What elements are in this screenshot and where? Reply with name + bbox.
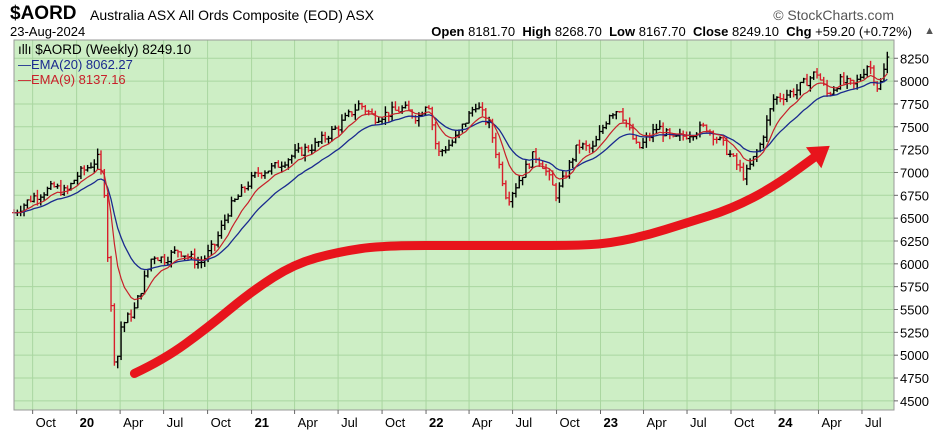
x-tick-label: Jul <box>167 415 184 430</box>
y-tick-label: 7000 <box>900 165 929 180</box>
ticker-symbol: $AORD <box>10 3 77 24</box>
x-tick-label: Apr <box>298 415 319 430</box>
ohlc-legend-icon: ıllı <box>18 42 36 57</box>
x-tick-label: Oct <box>211 415 232 430</box>
x-tick-label: Apr <box>647 415 668 430</box>
x-tick-label: Jul <box>865 415 882 430</box>
x-tick-label: Oct <box>36 415 57 430</box>
x-tick-label: Oct <box>560 415 581 430</box>
high-label: High <box>522 24 552 39</box>
y-axis-ticks: 4500 4750 5000 5250 5500 5750 6000 6250 6500 6750… <box>894 51 929 409</box>
close-value: 8249.10 <box>732 24 779 39</box>
x-tick-label: Jul <box>341 415 358 430</box>
ohlc-bars <box>12 51 890 369</box>
plot-area <box>14 40 894 410</box>
x-tick-label: Apr <box>123 415 144 430</box>
open-label: Open <box>431 24 465 39</box>
y-tick-label: 5750 <box>900 280 929 295</box>
chart-date: 23-Aug-2024 <box>10 24 86 39</box>
close-label: Close <box>692 24 729 39</box>
expand-triangle-icon[interactable]: ▲ <box>924 25 935 37</box>
plot-border <box>13 39 895 411</box>
chg-value: +59.20 (+0.72%) <box>815 24 912 39</box>
y-tick-label: 6250 <box>900 234 929 249</box>
x-tick-label: 21 <box>255 415 269 430</box>
y-tick-label: 6000 <box>900 257 929 272</box>
low-value: 8167.70 <box>638 24 686 39</box>
y-tick-label: 8250 <box>900 51 929 66</box>
ohlc-summary: Open 8181.70 High 8268.70 Low 8167.70 Cl… <box>431 24 912 39</box>
x-tick-label: Jul <box>516 415 533 430</box>
stockcharts-brand[interactable]: © StockCharts.com <box>773 7 894 23</box>
legend-ema9: —EMA(9) 8137.16 <box>18 72 126 87</box>
x-tick-label: Apr <box>821 415 842 430</box>
y-tick-label: 5000 <box>900 348 929 363</box>
chg-label: Chg <box>786 24 812 39</box>
y-tick-label: 7750 <box>900 97 929 112</box>
chart-header: $AORD Australia ASX All Ords Composite (… <box>4 0 942 40</box>
open-value: 8181.70 <box>468 24 516 39</box>
ema20-line <box>13 78 888 271</box>
annotation-arrow-shaft <box>129 149 823 378</box>
y-tick-label: 6750 <box>900 188 929 203</box>
ticker-description: Australia ASX All Ords Composite (EOD) A… <box>90 7 374 23</box>
x-tick-label: Oct <box>385 415 406 430</box>
annotation-arrow-head <box>805 145 830 169</box>
y-tick-label: 4500 <box>900 394 929 409</box>
chart-legend: ıllı $AORD (Weekly) 8249.10 —EMA(20) 806… <box>18 42 191 87</box>
x-tick-label: 23 <box>604 415 618 430</box>
low-label: Low <box>609 24 636 39</box>
y-tick-label: 5500 <box>900 303 929 318</box>
y-tick-label: 6500 <box>900 211 929 226</box>
ema9-line <box>13 73 888 301</box>
x-tick-label: Oct <box>734 415 755 430</box>
y-tick-label: 7250 <box>900 143 929 158</box>
x-tick-label: Apr <box>472 415 493 430</box>
legend-price: ıllı $AORD (Weekly) 8249.10 <box>18 42 192 57</box>
x-axis-ticks: Oct 20 Apr Jul Oct 21 Apr Jul Oct 22 Apr Jul Oct 23 Ap… <box>32 410 882 430</box>
y-tick-label: 5250 <box>900 325 929 340</box>
y-tick-label: 8000 <box>900 74 929 89</box>
y-tick-label: 7500 <box>900 120 929 135</box>
x-tick-label: 24 <box>778 415 793 430</box>
x-tick-label: Jul <box>690 415 707 430</box>
x-tick-label: 20 <box>80 415 94 430</box>
y-tick-label: 4750 <box>900 371 929 386</box>
high-value: 8268.70 <box>554 24 602 39</box>
legend-ema20: —EMA(20) 8062.27 <box>18 57 133 72</box>
x-tick-label: 22 <box>429 415 443 430</box>
